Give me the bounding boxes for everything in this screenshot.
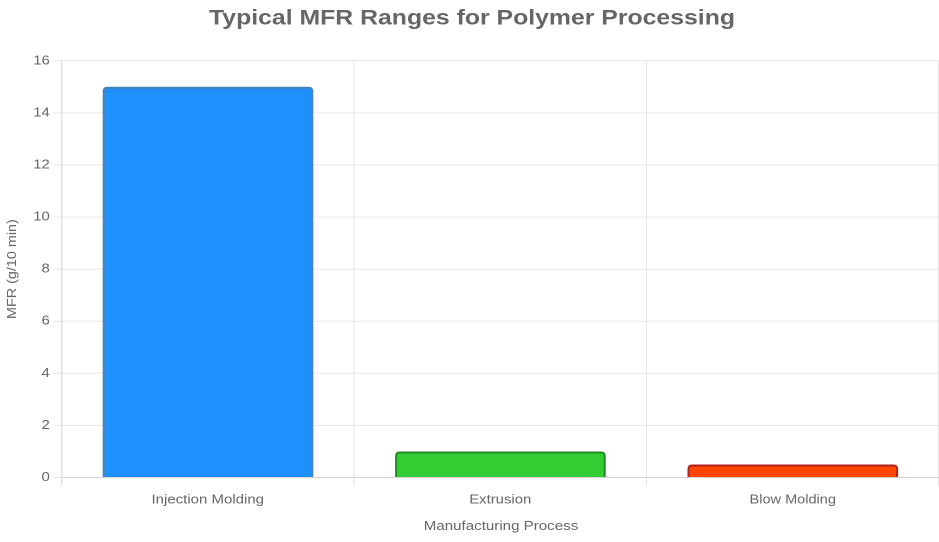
svg-text:0: 0: [42, 469, 50, 484]
svg-text:16: 16: [33, 52, 50, 67]
svg-text:Blow Molding: Blow Molding: [750, 492, 836, 507]
svg-text:6: 6: [42, 313, 50, 328]
svg-text:Manufacturing Process: Manufacturing Process: [424, 518, 579, 533]
svg-text:4: 4: [42, 365, 50, 380]
svg-text:MFR (g/10 min): MFR (g/10 min): [4, 219, 19, 319]
svg-text:Extrusion: Extrusion: [469, 492, 531, 507]
svg-text:14: 14: [33, 104, 50, 119]
svg-text:8: 8: [42, 261, 50, 276]
svg-text:10: 10: [33, 209, 50, 224]
svg-text:Injection Molding: Injection Molding: [152, 492, 265, 507]
svg-text:Typical MFR Ranges for Polymer: Typical MFR Ranges for Polymer Processin…: [209, 5, 735, 29]
svg-text:2: 2: [42, 417, 50, 432]
svg-text:12: 12: [33, 157, 50, 172]
